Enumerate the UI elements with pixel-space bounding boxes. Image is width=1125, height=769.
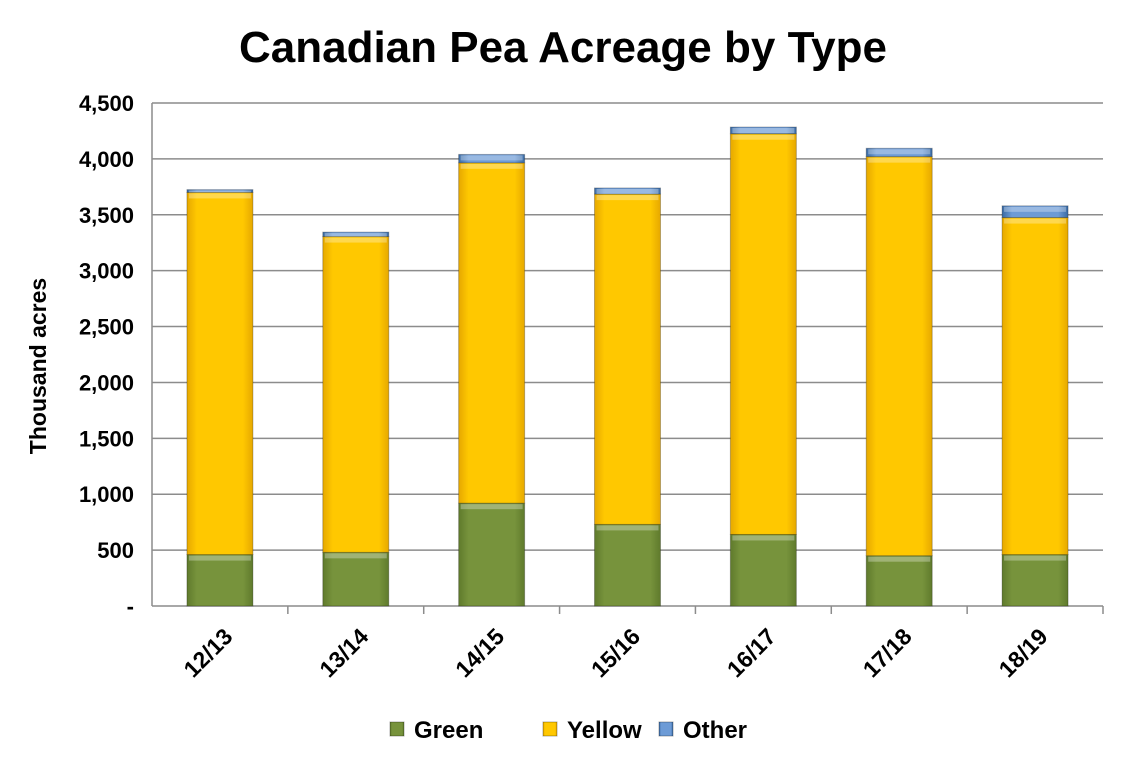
bar-other-18-19 <box>1001 205 1069 219</box>
bar-yellow-13-14 <box>322 236 390 553</box>
x-tick-label: 15/16 <box>586 623 645 682</box>
bar-yellow-15-16 <box>594 193 661 525</box>
bar-highlight <box>596 195 659 201</box>
legend: Green Yellow Other <box>389 717 747 744</box>
y-tick-label: 3,500 <box>79 203 134 228</box>
bar-highlight <box>732 128 795 134</box>
legend-swatch-yellow <box>542 721 558 737</box>
bar-other-13-14 <box>322 231 390 238</box>
bar-highlight <box>868 556 931 562</box>
bar-other-15-16 <box>594 187 661 195</box>
y-tick-label: 2,500 <box>79 315 134 340</box>
x-tick-label: 12/13 <box>178 623 237 682</box>
y-tick-label: 4,500 <box>79 91 134 116</box>
bar-highlight <box>1004 206 1067 212</box>
bar-yellow-18-19 <box>1001 217 1069 556</box>
legend-label-yellow: Yellow <box>567 717 642 744</box>
bar-highlight <box>188 555 251 561</box>
y-tick-label: 1,000 <box>79 482 134 507</box>
bar-highlight <box>596 188 659 194</box>
bar-highlight <box>868 157 931 163</box>
bar-highlight <box>732 535 795 541</box>
y-tick-label: 2,000 <box>79 370 134 395</box>
bar-highlight <box>324 233 387 237</box>
legend-swatch-other <box>658 721 674 737</box>
bar-green-17-18 <box>865 555 933 607</box>
bar-green-13-14 <box>322 551 390 607</box>
bar-green-16-17 <box>729 533 797 607</box>
legend-swatch-green <box>389 721 405 737</box>
bar-highlight <box>460 155 523 161</box>
x-tick-label: 17/18 <box>858 623 917 682</box>
y-tick-label: 1,500 <box>79 426 134 451</box>
bar-highlight <box>188 193 251 199</box>
legend-label-green: Green <box>414 717 483 744</box>
bar-highlight <box>460 504 523 510</box>
y-tick-label: 3,000 <box>79 259 134 284</box>
bar-yellow-17-18 <box>865 156 933 557</box>
bar-yellow-14-15 <box>458 162 526 504</box>
bar-other-14-15 <box>458 153 526 164</box>
bar-highlight <box>732 134 795 140</box>
bar-highlight <box>460 163 523 169</box>
bar-other-16-17 <box>729 126 797 135</box>
x-tick-label: 18/19 <box>994 623 1053 682</box>
bar-highlight <box>188 190 251 193</box>
bar-yellow-16-17 <box>729 133 797 535</box>
bar-highlight <box>596 525 659 531</box>
x-tick-label: 16/17 <box>722 623 781 682</box>
bar-highlight <box>324 553 387 559</box>
bar-other-17-18 <box>865 147 933 158</box>
bar-green-15-16 <box>594 523 661 607</box>
bar-yellow-12-13 <box>186 191 254 556</box>
x-tick-label: 14/15 <box>450 623 509 682</box>
x-tick-label: 13/14 <box>314 623 373 682</box>
bar-highlight <box>1004 555 1067 561</box>
bar-green-14-15 <box>458 502 526 607</box>
bar-highlight <box>324 237 387 243</box>
bar-other-12-13 <box>186 189 254 193</box>
chart-title: Canadian Pea Acreage by Type <box>239 23 887 72</box>
y-axis-label: Thousand acres <box>25 278 51 454</box>
bar-green-18-19 <box>1001 554 1069 607</box>
y-tick-label: 500 <box>97 538 134 563</box>
bar-highlight <box>868 149 931 155</box>
y-tick-label: 4,000 <box>79 147 134 172</box>
bar-highlight <box>1004 218 1067 224</box>
legend-label-other: Other <box>683 717 747 744</box>
y-tick-label: - <box>127 594 134 619</box>
bar-green-12-13 <box>186 554 254 607</box>
